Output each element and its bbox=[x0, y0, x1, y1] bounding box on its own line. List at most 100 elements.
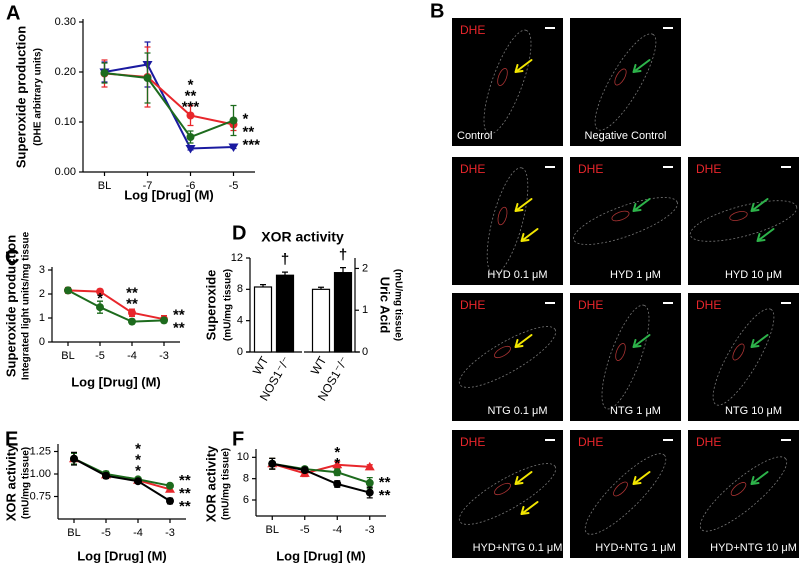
significance: ** bbox=[243, 124, 255, 141]
nucleus bbox=[497, 206, 508, 226]
x-axis-label: Log [Drug] (M) bbox=[124, 187, 214, 202]
image-caption: HYD+NTG 0.1 μM bbox=[473, 542, 563, 554]
image-tile bbox=[570, 430, 681, 558]
significance: ** bbox=[379, 474, 391, 491]
x-axis-label: Log [Drug] (M) bbox=[71, 374, 161, 389]
arrow bbox=[632, 334, 651, 348]
y-tick-label: 1.00 bbox=[30, 468, 51, 480]
y-tick-label: 6 bbox=[243, 494, 249, 506]
point bbox=[70, 454, 78, 463]
bar bbox=[253, 286, 273, 353]
significance: * bbox=[135, 462, 141, 479]
stain-label: DHE bbox=[578, 162, 603, 176]
significance: ** bbox=[126, 285, 138, 302]
point bbox=[160, 316, 168, 325]
point bbox=[365, 478, 374, 487]
stain-label: DHE bbox=[460, 23, 485, 37]
y-axis-label: Integrated light units/mg tissue bbox=[21, 231, 32, 380]
x-tick-label: -4 bbox=[127, 350, 137, 362]
arrow bbox=[632, 471, 651, 485]
arrow bbox=[514, 59, 533, 73]
arrow bbox=[514, 198, 533, 212]
significance: * bbox=[334, 455, 340, 472]
stain-label: DHE bbox=[460, 298, 485, 312]
error-bar bbox=[318, 286, 324, 290]
series-line bbox=[73, 457, 171, 502]
nucleus bbox=[494, 482, 511, 496]
y-axis-label: (DHE arbitrary units) bbox=[33, 48, 44, 146]
cell-outline bbox=[601, 304, 650, 410]
image-tile bbox=[688, 430, 799, 558]
y-tick-label: 4 bbox=[237, 315, 243, 327]
nucleus bbox=[730, 482, 747, 496]
panel-letter: F bbox=[232, 428, 244, 450]
y-tick-label: 0.30 bbox=[55, 16, 76, 28]
panel-letter: E bbox=[5, 428, 18, 450]
image-tile bbox=[688, 293, 799, 421]
y-axis-label: Uric Acid bbox=[378, 277, 393, 334]
x-tick-label: BL bbox=[98, 180, 111, 192]
x-tick-label: -4 bbox=[133, 527, 143, 539]
significance: * bbox=[135, 451, 141, 468]
significance: ** bbox=[126, 296, 138, 313]
x-tick-label: -5 bbox=[95, 350, 105, 362]
series-line bbox=[73, 457, 171, 491]
significance: ** bbox=[179, 472, 191, 489]
image-caption: Negative Control bbox=[585, 130, 667, 142]
image-caption: HYD 0.1 μM bbox=[487, 269, 547, 281]
point bbox=[332, 459, 343, 469]
image-caption: HYD+NTG 10 μM bbox=[710, 542, 797, 554]
series-line bbox=[104, 72, 234, 139]
image-caption: Control bbox=[457, 130, 492, 142]
arrow bbox=[632, 198, 651, 212]
error-bar bbox=[282, 271, 288, 276]
cell-outline bbox=[594, 33, 657, 131]
y-axis-label: Superoxide production bbox=[13, 26, 28, 168]
significance: † bbox=[281, 251, 289, 268]
significance: * bbox=[188, 76, 194, 93]
series-line bbox=[67, 289, 165, 323]
y-axis-label: (mU/mg tissue) bbox=[21, 447, 32, 519]
bar bbox=[333, 272, 353, 353]
image-tile bbox=[452, 293, 563, 421]
point bbox=[128, 317, 136, 326]
cell-outline bbox=[712, 308, 775, 406]
image-caption: NTG 10 μM bbox=[725, 405, 782, 417]
significance: ** bbox=[179, 498, 191, 515]
x-tick-label: WT bbox=[250, 354, 272, 378]
point bbox=[228, 143, 239, 152]
point bbox=[100, 69, 109, 77]
y-tick-label: 10 bbox=[237, 451, 249, 463]
nucleus bbox=[614, 68, 627, 86]
x-tick-label: -4 bbox=[332, 524, 342, 536]
y-tick-label: 8 bbox=[237, 283, 243, 295]
stain-label: DHE bbox=[460, 162, 485, 176]
image-tile bbox=[452, 18, 563, 146]
point bbox=[166, 497, 174, 505]
arrow bbox=[520, 501, 539, 515]
cell-outline bbox=[458, 326, 557, 388]
y-axis-label: Superoxide production bbox=[3, 235, 18, 377]
arrow bbox=[756, 228, 775, 242]
significance: * bbox=[243, 111, 249, 128]
x-tick-label: -5 bbox=[101, 527, 111, 539]
cell-outline bbox=[458, 463, 557, 525]
series-line bbox=[73, 457, 171, 487]
image-caption: NTG 0.1 μM bbox=[487, 405, 547, 417]
panel-letter: D bbox=[232, 222, 246, 244]
stain-label: DHE bbox=[578, 435, 603, 449]
y-tick-label: 0 bbox=[362, 346, 368, 358]
x-tick-label: -3 bbox=[365, 524, 375, 536]
chart-title: XOR activity bbox=[261, 229, 344, 245]
stain-label: DHE bbox=[460, 435, 485, 449]
significance: *** bbox=[182, 98, 200, 115]
point bbox=[64, 286, 72, 295]
point bbox=[143, 74, 152, 82]
x-tick-label: -3 bbox=[165, 527, 175, 539]
significance: * bbox=[97, 290, 103, 307]
point bbox=[333, 468, 342, 477]
point bbox=[128, 308, 136, 317]
image-tile bbox=[452, 430, 563, 558]
y-tick-label: 0 bbox=[39, 336, 45, 348]
nucleus bbox=[497, 68, 508, 86]
